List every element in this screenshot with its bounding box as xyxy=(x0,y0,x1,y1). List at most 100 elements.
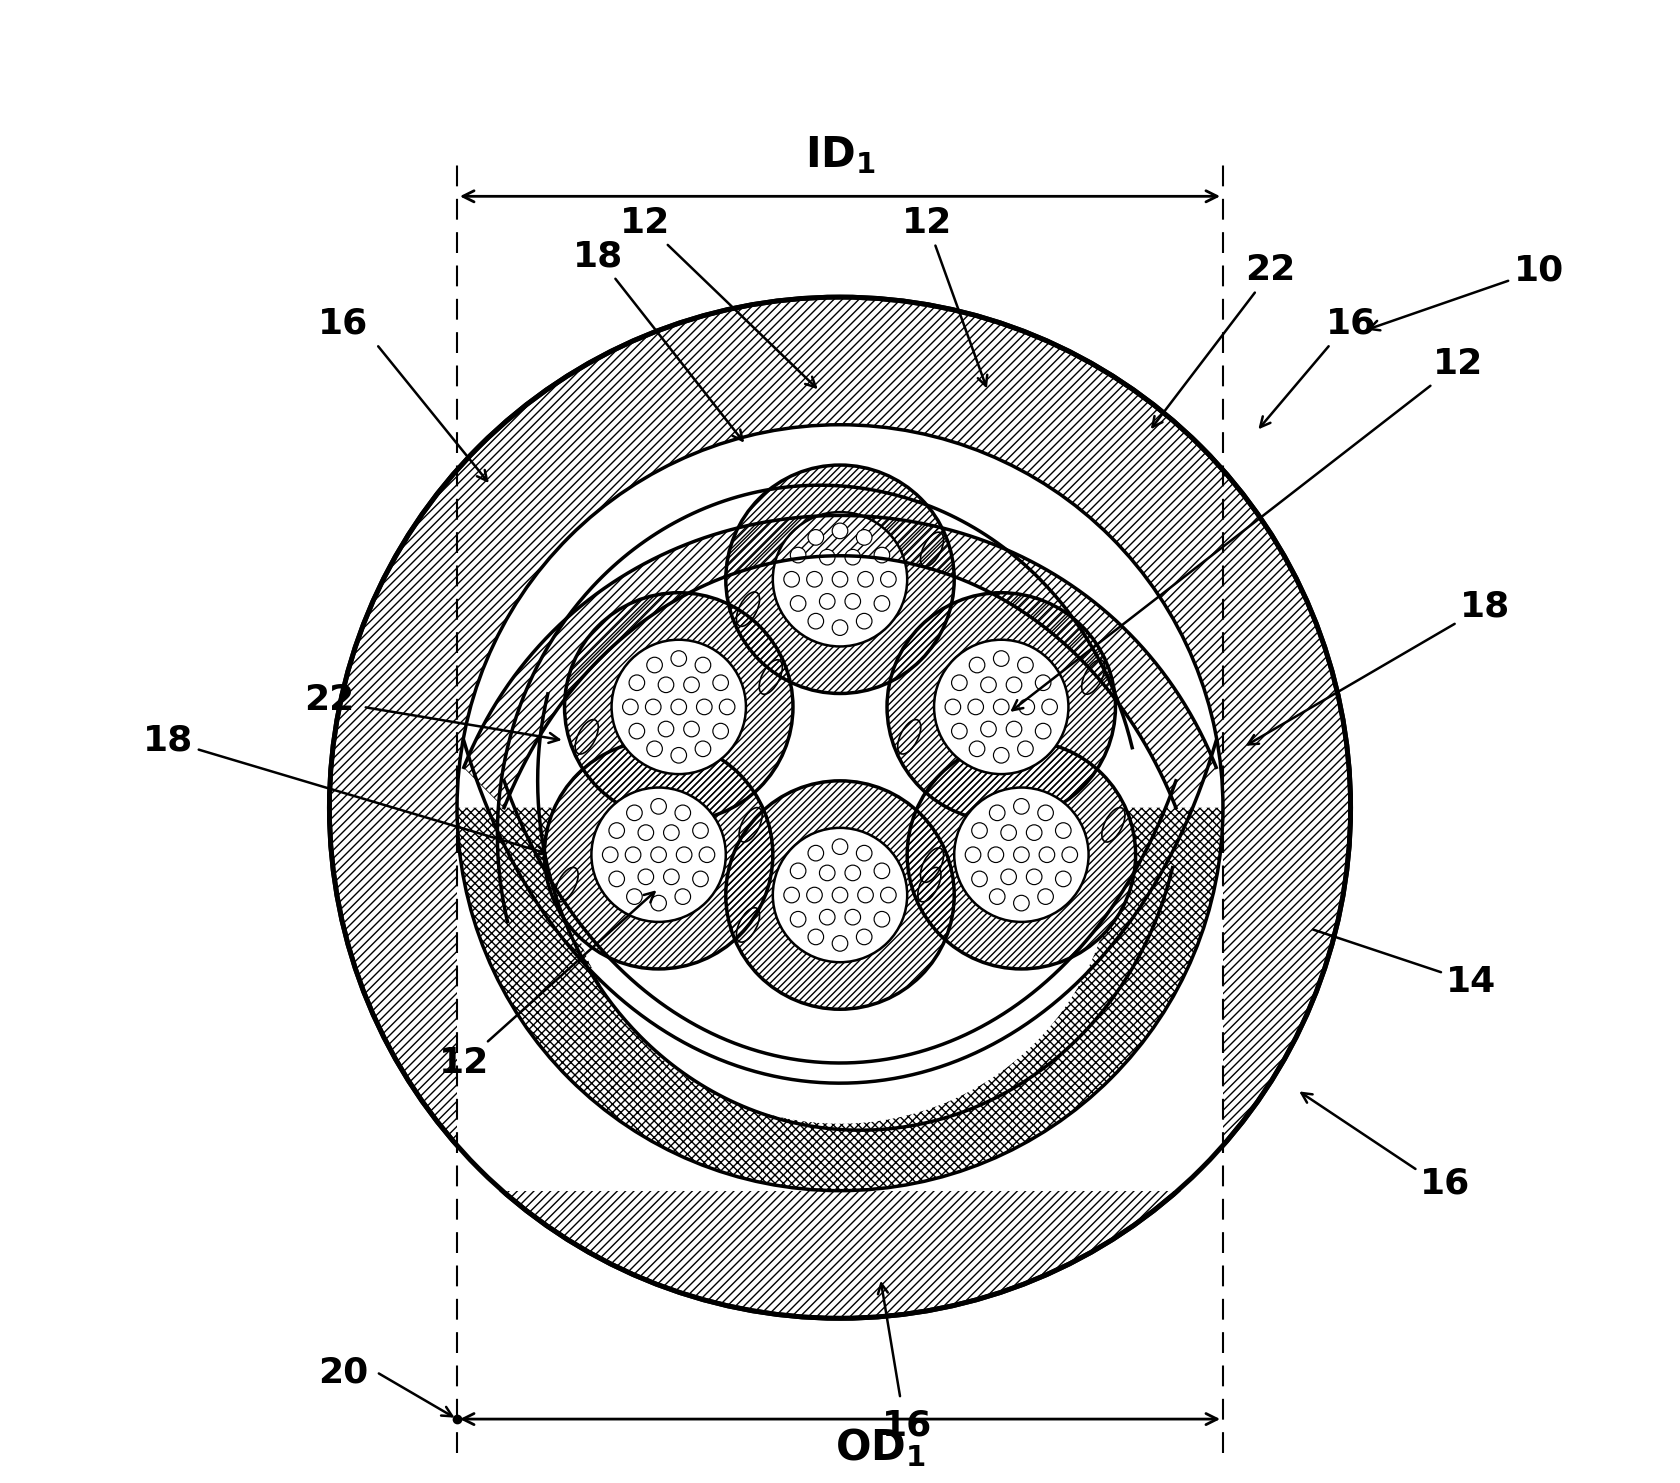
Text: 16: 16 xyxy=(1420,1167,1470,1201)
Circle shape xyxy=(650,847,667,863)
Circle shape xyxy=(650,798,667,814)
Circle shape xyxy=(832,620,848,635)
Circle shape xyxy=(1020,698,1035,715)
Circle shape xyxy=(790,863,806,878)
Circle shape xyxy=(712,724,729,739)
Circle shape xyxy=(969,657,984,673)
Circle shape xyxy=(670,651,687,666)
Circle shape xyxy=(808,614,823,629)
Circle shape xyxy=(993,747,1010,764)
Circle shape xyxy=(564,593,793,822)
Circle shape xyxy=(564,572,1116,1124)
Circle shape xyxy=(993,698,1010,715)
Circle shape xyxy=(457,424,1223,1191)
Circle shape xyxy=(971,871,988,887)
Circle shape xyxy=(808,930,823,945)
Circle shape xyxy=(845,865,860,881)
Circle shape xyxy=(990,805,1005,820)
Circle shape xyxy=(858,571,874,587)
Circle shape xyxy=(1006,678,1021,693)
Text: 22: 22 xyxy=(1245,254,1295,288)
Text: 16: 16 xyxy=(1326,307,1376,341)
Circle shape xyxy=(1055,871,1072,887)
Circle shape xyxy=(1026,869,1042,885)
Circle shape xyxy=(659,721,674,737)
Circle shape xyxy=(981,678,996,693)
Circle shape xyxy=(696,742,711,756)
Circle shape xyxy=(638,869,654,885)
Circle shape xyxy=(934,639,1068,774)
Circle shape xyxy=(670,698,687,715)
Circle shape xyxy=(820,909,835,925)
Circle shape xyxy=(628,675,645,691)
Circle shape xyxy=(650,896,667,911)
Circle shape xyxy=(773,828,907,962)
Circle shape xyxy=(806,887,822,903)
Circle shape xyxy=(874,596,890,611)
Text: 16: 16 xyxy=(318,307,368,341)
Circle shape xyxy=(692,871,709,887)
Circle shape xyxy=(857,614,872,629)
Circle shape xyxy=(627,805,642,820)
Circle shape xyxy=(951,724,968,739)
Text: 12: 12 xyxy=(1013,347,1483,710)
Circle shape xyxy=(696,657,711,673)
Circle shape xyxy=(623,698,638,715)
Text: $\mathbf{ID_1}$: $\mathbf{ID_1}$ xyxy=(805,133,875,176)
Polygon shape xyxy=(457,808,1223,1191)
Circle shape xyxy=(966,847,981,863)
Circle shape xyxy=(1038,805,1053,820)
Circle shape xyxy=(880,887,895,903)
Circle shape xyxy=(832,523,848,538)
Circle shape xyxy=(790,547,806,564)
Circle shape xyxy=(1042,698,1057,715)
Text: $\mathbf{OD_1}$: $\mathbf{OD_1}$ xyxy=(835,1425,926,1468)
Circle shape xyxy=(993,651,1010,666)
Circle shape xyxy=(1013,798,1030,814)
Circle shape xyxy=(544,740,773,968)
Circle shape xyxy=(603,847,618,863)
Circle shape xyxy=(627,888,642,905)
Circle shape xyxy=(874,863,890,878)
Text: 18: 18 xyxy=(573,240,743,440)
Circle shape xyxy=(684,721,699,737)
Circle shape xyxy=(946,698,961,715)
Circle shape xyxy=(608,871,625,887)
Circle shape xyxy=(719,698,734,715)
Circle shape xyxy=(1018,657,1033,673)
Circle shape xyxy=(628,724,645,739)
Circle shape xyxy=(1026,825,1042,841)
Circle shape xyxy=(971,823,988,838)
Polygon shape xyxy=(457,822,1223,1191)
Circle shape xyxy=(808,529,823,546)
Circle shape xyxy=(1013,896,1030,911)
Circle shape xyxy=(608,823,625,838)
Circle shape xyxy=(845,593,860,610)
Circle shape xyxy=(845,909,860,925)
Text: 18: 18 xyxy=(143,724,546,856)
Circle shape xyxy=(969,742,984,756)
Text: 18: 18 xyxy=(1248,589,1510,744)
Circle shape xyxy=(954,787,1089,922)
Text: 10: 10 xyxy=(1369,254,1564,331)
Circle shape xyxy=(675,888,690,905)
Circle shape xyxy=(659,678,674,693)
Circle shape xyxy=(832,839,848,854)
Circle shape xyxy=(773,512,907,647)
Circle shape xyxy=(684,678,699,693)
Circle shape xyxy=(1001,825,1016,841)
Circle shape xyxy=(857,930,872,945)
Circle shape xyxy=(981,721,996,737)
Circle shape xyxy=(664,869,679,885)
Circle shape xyxy=(874,912,890,927)
Circle shape xyxy=(1038,888,1053,905)
Circle shape xyxy=(645,698,660,715)
Circle shape xyxy=(675,805,690,820)
Circle shape xyxy=(790,912,806,927)
Text: 22: 22 xyxy=(304,684,354,718)
Circle shape xyxy=(858,887,874,903)
Circle shape xyxy=(790,596,806,611)
Circle shape xyxy=(647,742,662,756)
Circle shape xyxy=(329,297,1351,1318)
Text: 12: 12 xyxy=(438,893,655,1080)
